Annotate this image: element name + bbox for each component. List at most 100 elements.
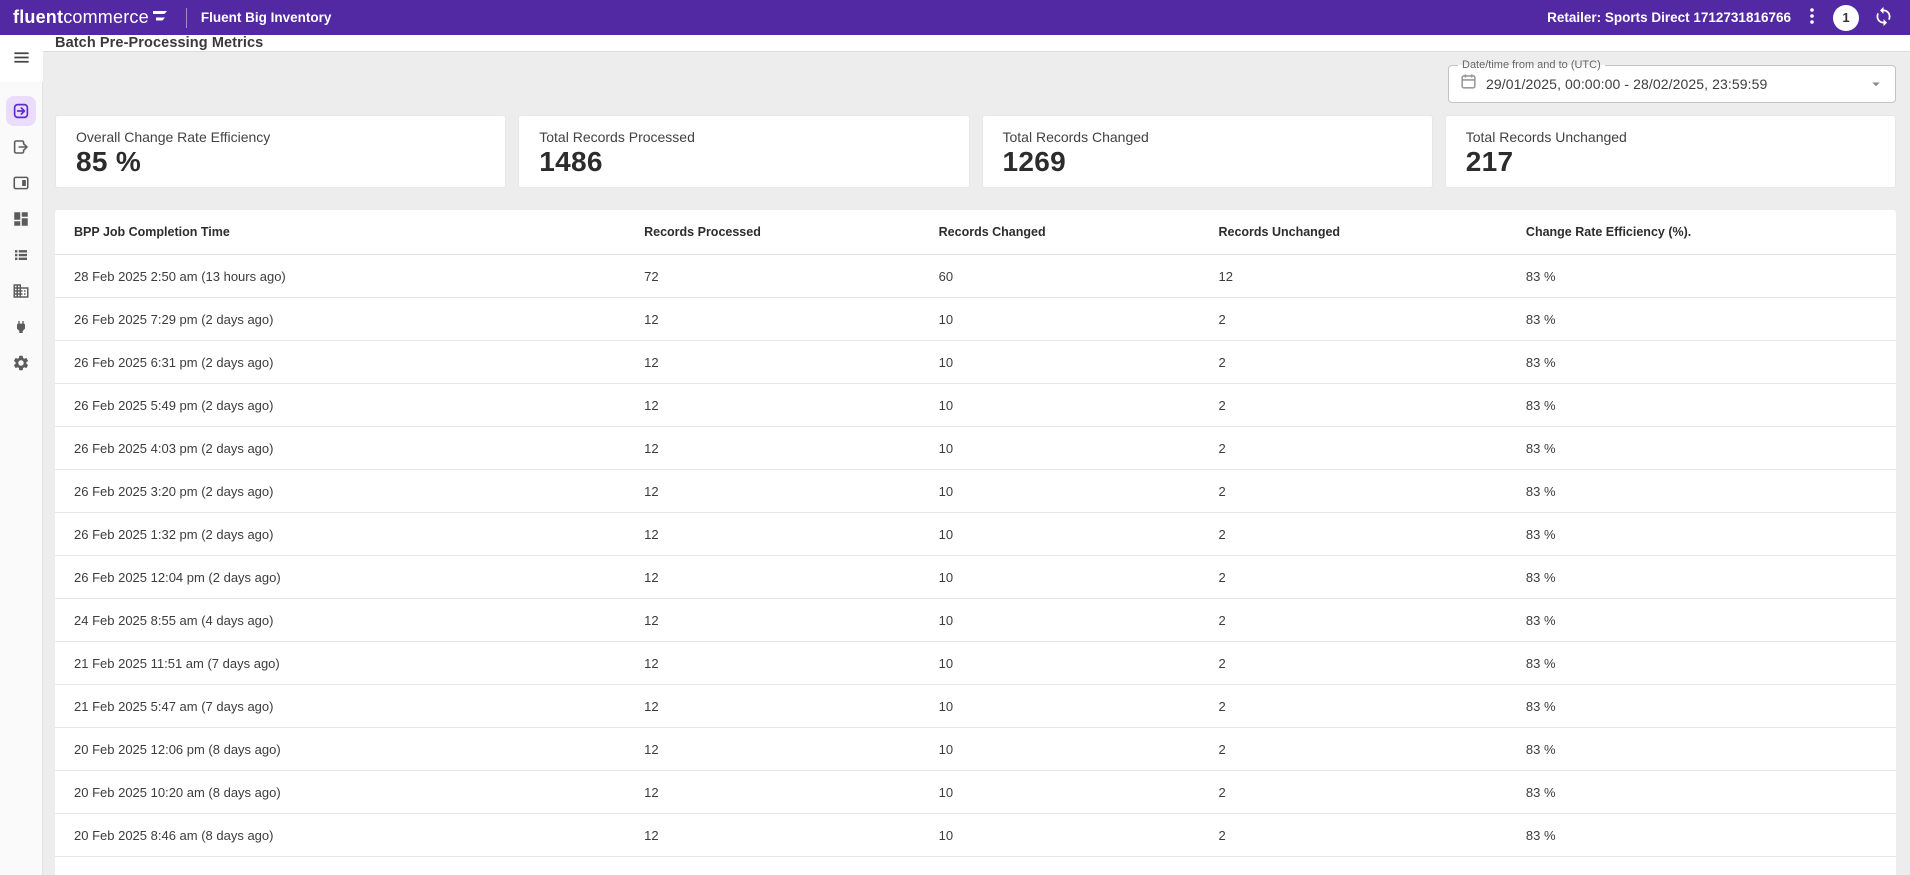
table-row: 26 Feb 2025 7:29 pm (2 days ago) 12 10 2 83 … — [55, 298, 1896, 341]
table-cell: 10 — [938, 397, 954, 413]
column-header-records-unchanged: Records Unchanged — [1218, 225, 1341, 239]
metrics-table: BPP Job Completion Time Records Processe… — [55, 210, 1896, 875]
table-cell: 83 % — [1525, 569, 1556, 585]
table-cell: 2 — [1218, 784, 1226, 800]
list-icon — [12, 246, 30, 264]
table-row: 26 Feb 2025 5:49 pm (2 days ago) 12 10 2 83 … — [55, 384, 1896, 427]
table-cell: 2 — [1218, 655, 1226, 671]
table-cell: 72 — [644, 268, 659, 284]
top-bar: fluent commerce Fluent Big Inventory Reta… — [0, 0, 1910, 35]
sidebar-item-batch-outbound[interactable] — [3, 132, 39, 162]
table-cell: 24 Feb 2025 8:55 am (4 days ago) — [74, 612, 274, 628]
building-icon — [12, 282, 30, 300]
logo-text-secondary: commerce — [63, 7, 149, 27]
metric-card-label: Total Records Unchanged — [1465, 129, 1627, 145]
menu-button[interactable] — [0, 35, 43, 82]
plug-icon — [13, 319, 29, 335]
sidebar-item-organization[interactable] — [3, 276, 39, 306]
table-cell: 2 — [1218, 569, 1226, 585]
logo-text-primary: fluent — [13, 7, 64, 27]
metric-card-changed: Total Records Changed 1269 — [981, 115, 1433, 188]
table-cell: 12 — [644, 483, 659, 499]
table-row: 26 Feb 2025 6:31 pm (2 days ago) 12 10 2 83 … — [55, 341, 1896, 384]
table-row: 26 Feb 2025 3:20 pm (2 days ago) 12 10 2 83 … — [55, 470, 1896, 513]
kebab-menu-icon — [1810, 7, 1814, 28]
table-cell: 10 — [938, 741, 954, 757]
table-cell: 26 Feb 2025 6:31 pm (2 days ago) — [74, 354, 274, 370]
table-row: 26 Feb 2025 4:03 pm (2 days ago) 12 10 2 83 … — [55, 427, 1896, 470]
metric-card-label: Total Records Changed — [1002, 129, 1149, 145]
table-cell: 26 Feb 2025 5:49 pm (2 days ago) — [74, 397, 274, 413]
date-range-value: 29/01/2025, 00:00:00 - 28/02/2025, 23:59… — [1486, 76, 1768, 92]
table-cell: 60 — [938, 268, 954, 284]
table-cell: 12 — [644, 741, 659, 757]
date-range-field[interactable]: Date/time from and to (UTC) 29/01/2025, … — [1448, 59, 1896, 103]
column-header-completion-time: BPP Job Completion Time — [74, 225, 230, 239]
page-header: Batch Pre-Processing Metrics — [43, 35, 1910, 52]
table-cell: 83 % — [1525, 440, 1556, 456]
table-cell: 2 — [1218, 483, 1226, 499]
table-row: 20 Feb 2025 8:46 am (8 days ago) 12 10 2 83 … — [55, 814, 1896, 857]
batch-inbound-icon — [12, 102, 30, 120]
table-cell: 2 — [1218, 612, 1226, 628]
table-cell: 12 — [644, 397, 659, 413]
table-cell: 83 % — [1525, 483, 1556, 499]
metric-card-value: 1486 — [539, 146, 603, 177]
table-cell: 26 Feb 2025 7:29 pm (2 days ago) — [74, 311, 274, 327]
refresh-button[interactable] — [1873, 6, 1894, 30]
table-cell: 12 — [644, 827, 659, 843]
table-cell: 12 — [644, 655, 659, 671]
table-cell: 10 — [938, 612, 954, 628]
metric-card-label: Total Records Processed — [539, 129, 695, 145]
sidebar-item-panels[interactable] — [3, 168, 39, 198]
table-cell: 10 — [938, 483, 954, 499]
metric-card-processed: Total Records Processed 1486 — [518, 115, 970, 188]
table-cell: 12 — [644, 354, 659, 370]
notification-badge[interactable]: 1 — [1833, 4, 1859, 31]
table-cell: 83 % — [1525, 612, 1556, 628]
table-body: 28 Feb 2025 2:50 am (13 hours ago) 72 60 12… — [55, 255, 1896, 857]
sidebar-item-list[interactable] — [3, 240, 39, 270]
table-cell: 12 — [644, 440, 659, 456]
table-cell: 10 — [938, 354, 954, 370]
table-cell: 10 — [938, 698, 954, 714]
table-cell: 12 — [644, 698, 659, 714]
sidebar-item-plugin[interactable] — [3, 312, 39, 342]
table-cell: 12 — [644, 311, 659, 327]
metric-card-label: Overall Change Rate Efficiency — [76, 129, 271, 145]
table-cell: 26 Feb 2025 12:04 pm (2 days ago) — [74, 569, 281, 585]
column-header-records-processed: Records Processed — [644, 225, 761, 239]
table-cell: 12 — [644, 784, 659, 800]
table-cell: 2 — [1218, 440, 1226, 456]
sidebar-item-dashboard[interactable] — [3, 204, 39, 234]
table-row: 28 Feb 2025 2:50 am (13 hours ago) 72 60 12… — [55, 255, 1896, 298]
table-cell: 12 — [644, 569, 659, 585]
table-cell: 26 Feb 2025 4:03 pm (2 days ago) — [74, 440, 274, 456]
column-header-records-changed: Records Changed — [938, 225, 1046, 239]
sidebar — [0, 35, 43, 875]
gear-icon — [12, 354, 30, 372]
table-cell: 12 — [1218, 268, 1233, 284]
table-cell: 10 — [938, 784, 954, 800]
table-cell: 20 Feb 2025 8:46 am (8 days ago) — [74, 827, 274, 843]
topbar-divider — [185, 7, 187, 28]
sidebar-item-settings[interactable] — [3, 348, 39, 378]
column-header-change-rate-efficiency: Change Rate Efficiency (%). — [1525, 225, 1692, 239]
table-cell: 20 Feb 2025 10:20 am (8 days ago) — [74, 784, 281, 800]
sidebar-item-batch-inbound[interactable] — [6, 96, 36, 126]
date-range-label: Date/time from and to (UTC) — [1458, 59, 1605, 72]
table-cell: 83 % — [1525, 354, 1556, 370]
table-cell: 10 — [938, 311, 954, 327]
table-cell: 2 — [1218, 827, 1226, 843]
notification-count: 1 — [1842, 10, 1850, 25]
table-cell: 83 % — [1525, 784, 1556, 800]
table-cell: 2 — [1218, 741, 1226, 757]
retailer-label: Retailer: Sports Direct 1712731816766 — [1547, 10, 1791, 25]
table-cell: 10 — [938, 440, 954, 456]
metric-card-value: 85 % — [76, 146, 142, 177]
web-asset-icon — [12, 174, 30, 192]
table-row: 21 Feb 2025 11:51 am (7 days ago) 12 10 2 83… — [55, 642, 1896, 685]
chevron-down-icon — [1867, 75, 1885, 93]
kebab-menu-button[interactable] — [1805, 7, 1819, 28]
metric-card-unchanged: Total Records Unchanged 217 — [1444, 115, 1896, 188]
